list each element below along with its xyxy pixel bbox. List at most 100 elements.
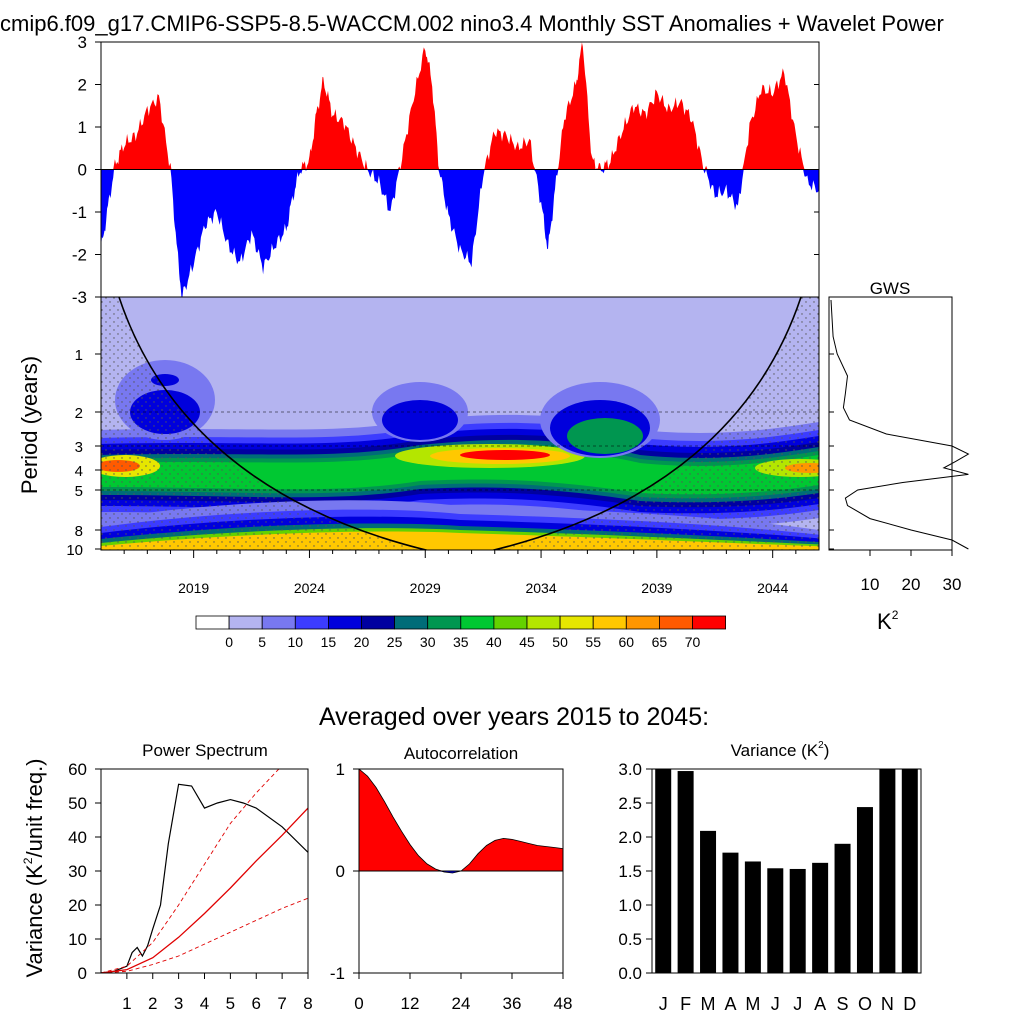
variance-bar — [677, 771, 694, 973]
ps-xtick-label: 7 — [277, 994, 286, 1013]
gws-xtick-label: 10 — [861, 575, 880, 594]
colorbar-label: 40 — [486, 634, 502, 650]
autocorr-positive-area — [359, 769, 563, 871]
variance-bar — [901, 769, 918, 973]
colorbar-swatch — [427, 615, 462, 630]
colorbar-label: 25 — [387, 634, 403, 650]
var-ytick-label: 0.0 — [618, 964, 642, 983]
wavelet-xtick-label: 2034 — [525, 580, 556, 596]
gws-line — [830, 299, 970, 550]
colorbar-swatch — [460, 615, 495, 630]
colorbar-label: 20 — [354, 634, 370, 650]
colorbar: 0 5 10 15 20 25 30 35 40 45 50 55 60 65 70 — [195, 615, 726, 650]
colorbar-swatch — [195, 615, 230, 630]
variance-bar — [722, 852, 739, 973]
coi-right-curve — [490, 297, 802, 550]
wavelet-ytick-label: 4 — [75, 463, 83, 480]
colorbar-swatch — [692, 615, 726, 630]
ac-ytick-label: 0 — [336, 862, 345, 881]
colorbar-label: 55 — [585, 634, 601, 650]
autocorrelation-panel: Autocorrelation 0 12 24 36 48 1 0 -1 — [330, 744, 573, 1013]
colorbar-label: 30 — [420, 634, 436, 650]
wavelet-panel: 1 2 3 4 5 8 10 2019 2024 2029 2034 2039 2044 Period… — [17, 296, 820, 596]
autocorrelation-title: Autocorrelation — [404, 744, 518, 763]
bottom-heading: Averaged over years 2015 to 2045: — [319, 703, 709, 731]
figure-title: cmip6.f09_g17.CMIP6-SSP5-8.5-WACCM.002 n… — [0, 11, 944, 36]
coi-left-stipple — [101, 297, 427, 550]
colorbar-swatch — [294, 615, 329, 630]
negative-anomaly-area — [101, 169, 819, 297]
wavelet-ytick-label: 2 — [75, 405, 83, 422]
ts-ytick-label: -2 — [72, 246, 87, 265]
variance-month-label: J — [771, 994, 780, 1014]
variance-month-label: N — [881, 994, 894, 1014]
colorbar-label: 50 — [552, 634, 568, 650]
ps-ytick-label: 0 — [78, 964, 87, 983]
ac-xtick-label: 36 — [503, 994, 522, 1013]
variance-month-label: M — [745, 994, 760, 1014]
colorbar-label: 0 — [225, 634, 233, 650]
timeseries-panel: 3 2 1 0 -1 -2 -3 — [72, 33, 820, 307]
power-spectrum-frame — [100, 768, 309, 974]
ps-xtick-label: 6 — [252, 994, 261, 1013]
colorbar-swatch — [559, 615, 594, 630]
wavelet-xtick-label: 2029 — [410, 580, 441, 596]
colorbar-swatch — [625, 615, 660, 630]
colorbar-swatch — [592, 615, 627, 630]
wavelet-xtick-label: 2044 — [757, 580, 788, 596]
colorbar-label: 15 — [321, 634, 337, 650]
variance-month-label: A — [814, 994, 826, 1014]
variance-bar — [834, 843, 851, 973]
colorbar-swatch — [361, 615, 395, 630]
variance-bar — [700, 830, 717, 973]
ac-ytick-label: -1 — [330, 964, 345, 983]
wavelet-ytick-label: 5 — [75, 483, 83, 500]
ps-xtick-label: 3 — [174, 994, 183, 1013]
gws-frame — [828, 296, 953, 551]
colorbar-swatch — [261, 615, 296, 630]
gws-xlabel: K2 — [877, 608, 899, 634]
variance-month-label: J — [793, 994, 802, 1014]
ps-xtick-label: 5 — [226, 994, 235, 1013]
colorbar-label: 70 — [685, 634, 701, 650]
power-spectrum-lower-bound — [101, 897, 308, 973]
ps-ytick-label: 50 — [68, 794, 87, 813]
variance-title: Variance (K2) — [731, 740, 830, 760]
ac-xtick-label: 24 — [452, 994, 471, 1013]
ts-ytick-label: -1 — [72, 203, 87, 222]
ps-ytick-label: 40 — [68, 828, 87, 847]
power-spectrum-title: Power Spectrum — [142, 741, 268, 760]
ps-xtick-label: 2 — [148, 994, 157, 1013]
colorbar-swatch — [394, 615, 429, 630]
colorbar-label: 5 — [258, 634, 266, 650]
colorbar-swatch — [659, 615, 693, 630]
colorbar-label: 60 — [619, 634, 635, 650]
colorbar-label: 10 — [288, 634, 304, 650]
ts-ytick-label: 2 — [78, 76, 87, 95]
variance-month-label: S — [837, 994, 849, 1014]
gws-xtick-label: 20 — [902, 575, 921, 594]
power-band-4yr-level — [101, 447, 819, 495]
ts-ytick-label: 1 — [78, 118, 87, 137]
ac-xtick-label: 12 — [401, 994, 420, 1013]
var-ytick-label: 1.0 — [618, 896, 642, 915]
wavelet-xtick-label: 2039 — [641, 580, 672, 596]
variance-month-label: J — [659, 994, 668, 1014]
var-ytick-label: 2.0 — [618, 828, 642, 847]
ts-ytick-label: 3 — [78, 33, 87, 52]
colorbar-swatch — [327, 615, 362, 630]
wavelet-xtick-label: 2024 — [294, 580, 325, 596]
coi-left-curve — [118, 297, 430, 550]
colorbar-label: 45 — [519, 634, 535, 650]
power-spectrum-ylabel: Variance (K2/unit freq.) — [21, 758, 47, 977]
wavelet-ytick-label: 8 — [75, 523, 83, 540]
ps-ytick-label: 30 — [68, 862, 87, 881]
colorbar-swatch — [526, 615, 561, 630]
variance-month-label: M — [701, 994, 716, 1014]
wavelet-ytick-label: 3 — [75, 439, 83, 456]
wavelet-ytick-label: 10 — [66, 542, 83, 559]
power-spectrum-spectrum — [101, 783, 308, 973]
wavelet-ylabel: Period (years) — [17, 356, 42, 494]
power-spectrum-panel: Power Spectrum 1 2 3 4 5 6 7 8 0 10 20 30 40 50 60 Var… — [21, 741, 313, 1013]
variance-bar — [744, 861, 761, 973]
